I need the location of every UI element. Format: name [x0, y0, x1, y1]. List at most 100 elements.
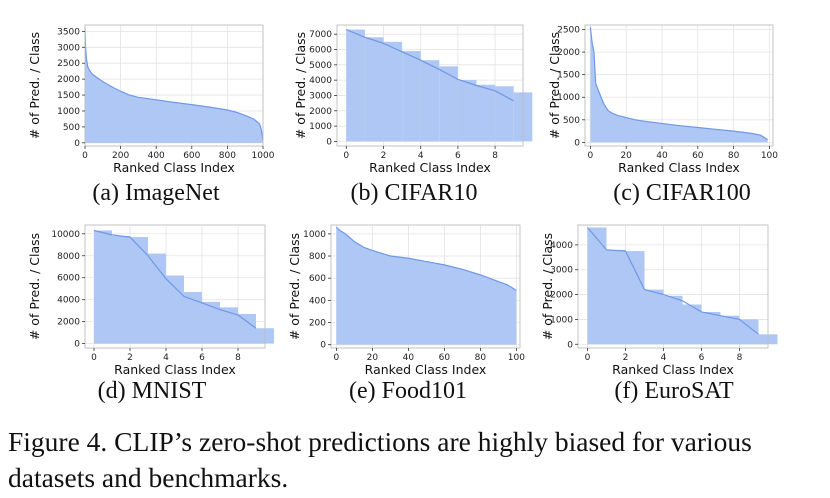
- x-tick-label: 100: [508, 353, 525, 363]
- bar: [383, 41, 403, 142]
- x-axis-label: Ranked Class Index: [618, 160, 740, 175]
- bar: [663, 295, 683, 345]
- y-tick-label: 1000: [57, 107, 80, 117]
- bar: [202, 301, 220, 344]
- y-tick-label: 7000: [309, 30, 332, 40]
- panel-mnist: 0 2 4 6 8 0 2000 4000 6000 8000 10000 Ranked Class …: [0, 210, 276, 410]
- y-tick-label: 2500: [57, 59, 80, 69]
- y-tick-label: 1000: [557, 93, 580, 103]
- bar: [402, 51, 421, 142]
- x-tick-label: 60: [692, 151, 704, 161]
- x-tick-label: 600: [183, 151, 200, 161]
- y-tick-label: 1000: [309, 122, 332, 132]
- series-line: [587, 227, 759, 335]
- chart-imagenet: 0 200 400 600 800 1000 0 500 1000 1500 2000 2500 300…: [27, 24, 275, 175]
- y-tick-label: 2000: [309, 107, 332, 117]
- y-tick-label: 600: [309, 274, 326, 284]
- panel-cifar10: 0 2 4 6 8 0 1000 2000 3000 4000 5000 6000 7000 Ranked…: [276, 0, 552, 210]
- x-axis-label: Ranked Class Index: [114, 362, 236, 377]
- bar: [587, 227, 607, 345]
- y-tick-label: 6000: [57, 274, 80, 284]
- series-line: [93, 229, 257, 329]
- x-tick-label: 6: [455, 151, 461, 161]
- panel-cifar100: 0 20 40 60 80 100 0 500 1000 1500 2000 2500 Ranked C…: [547, 0, 830, 210]
- x-tick-label: 60: [439, 353, 451, 363]
- x-axis-label: Ranked Class Index: [612, 362, 734, 377]
- x-tick-label: 400: [148, 151, 165, 161]
- x-tick-label: 6: [699, 353, 705, 363]
- subcaption: (e) Food101: [349, 378, 467, 404]
- subcaption: (a) ImageNet: [92, 180, 220, 206]
- x-tick-label: 4: [661, 353, 667, 363]
- x-tick-label: 0: [334, 353, 340, 363]
- plot-frame: [330, 224, 521, 349]
- y-axis-label: # of Pred. / Class: [287, 233, 302, 340]
- chart-mnist: 0 2 4 6 8 0 2000 4000 6000 8000 10000 Ranked Class …: [27, 224, 274, 377]
- bar: [606, 249, 626, 345]
- bar: [439, 66, 458, 142]
- y-tick-label: 8000: [57, 252, 80, 262]
- x-axis-label: Ranked Class Index: [365, 362, 487, 377]
- y-tick-label: 4000: [550, 241, 573, 251]
- x-tick-label: 4: [163, 353, 169, 363]
- x-tick-label: 2: [381, 151, 387, 161]
- y-tick-label: 4000: [309, 76, 332, 86]
- bar: [130, 237, 148, 344]
- bar: [238, 313, 256, 344]
- area-line: [589, 27, 768, 141]
- y-tick-label: 5000: [309, 61, 332, 71]
- area-line: [84, 28, 264, 140]
- area-line: [335, 226, 517, 291]
- bar: [364, 37, 384, 142]
- subcaption: (b) CIFAR10: [350, 180, 478, 206]
- bar: [495, 86, 514, 142]
- bar: [644, 289, 664, 345]
- y-axis-label: # of Pred. / Class: [540, 233, 555, 340]
- x-tick-label: 2: [127, 353, 133, 363]
- plot-frame: [577, 224, 769, 349]
- bar: [682, 304, 702, 345]
- y-tick-label: 500: [563, 116, 580, 126]
- plot-frame: [84, 24, 264, 147]
- bar: [701, 311, 721, 345]
- x-tick-label: 40: [403, 353, 415, 363]
- y-tick-label: 4000: [57, 296, 80, 306]
- bar: [720, 315, 740, 345]
- bar: [739, 319, 759, 345]
- y-tick-label: 1000: [550, 315, 573, 325]
- bar: [112, 235, 130, 344]
- area-fill: [590, 27, 768, 143]
- x-tick-label: 0: [82, 151, 88, 161]
- x-tick-label: 100: [761, 151, 778, 161]
- y-tick-label: 1500: [57, 91, 80, 101]
- x-axis-label: Ranked Class Index: [369, 160, 491, 175]
- x-tick-label: 80: [728, 151, 740, 161]
- y-tick-label: 500: [63, 123, 80, 133]
- y-tick-label: 1500: [557, 71, 580, 81]
- x-tick-label: 0: [343, 151, 349, 161]
- bar: [94, 230, 112, 344]
- bar: [220, 307, 238, 344]
- x-tick-label: 800: [219, 151, 236, 161]
- y-tick-label: 10000: [51, 230, 80, 240]
- x-tick-label: 6: [199, 353, 205, 363]
- bar: [166, 275, 184, 344]
- y-tick-label: 1000: [303, 230, 326, 240]
- y-tick-label: 0: [567, 340, 573, 350]
- plot-frame: [584, 24, 774, 147]
- x-tick-label: 8: [492, 151, 498, 161]
- y-tick-label: 3000: [57, 43, 80, 53]
- area-fill: [85, 28, 263, 143]
- x-tick-label: 80: [475, 353, 487, 363]
- subcaption: (f) EuroSAT: [614, 378, 734, 404]
- y-tick-label: 0: [74, 340, 80, 350]
- x-tick-label: 0: [91, 353, 97, 363]
- bar: [420, 60, 440, 142]
- y-tick-label: 2000: [57, 318, 80, 328]
- y-tick-label: 200: [309, 319, 326, 329]
- x-tick-label: 0: [585, 353, 591, 363]
- y-axis-label: # of Pred. / Class: [27, 32, 42, 139]
- y-tick-label: 0: [326, 137, 332, 147]
